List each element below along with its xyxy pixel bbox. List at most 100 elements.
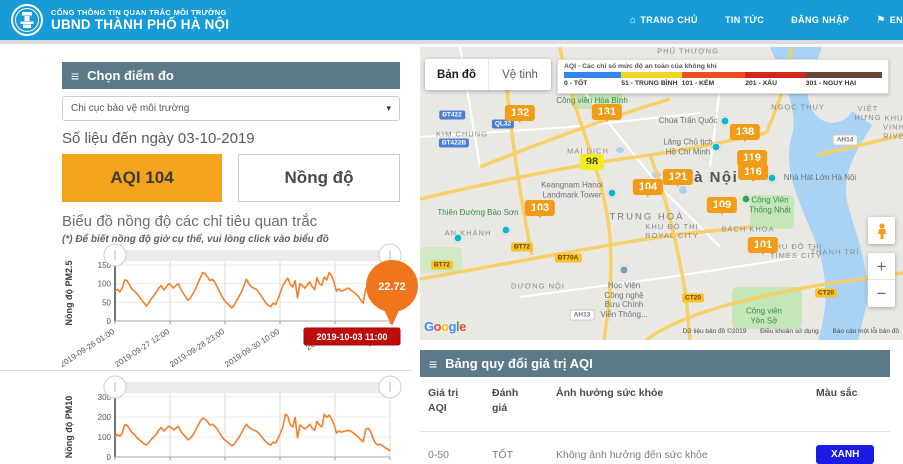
poi-pin-icon[interactable]: [711, 142, 721, 152]
map-label: KHU VINH RIVE: [883, 113, 903, 141]
range-slider-track[interactable]: [115, 250, 390, 261]
aqi-marker-109[interactable]: 109: [706, 197, 738, 213]
concentration-button[interactable]: Nồng độ: [238, 154, 400, 202]
svg-text:200: 200: [98, 413, 112, 422]
chart2-series-line[interactable]: [114, 413, 391, 452]
zoom-out-button[interactable]: −: [876, 284, 887, 303]
road-badge: ĐT70A: [554, 253, 582, 263]
map-label: Thiên Đường Bảo Sơn: [437, 208, 519, 218]
pm10-chart[interactable]: 0 100 200 300 Nồng độ PM10: [62, 372, 422, 464]
aqi-marker-103[interactable]: 103: [524, 200, 556, 216]
map-button[interactable]: Bản đồ: [437, 68, 476, 81]
table-cell-range: 0-50: [420, 431, 484, 464]
nav-item-tin-tuc[interactable]: TIN TỨC: [725, 15, 764, 25]
map-label: KHU ĐÔ THỊ TIMES CITY: [769, 242, 823, 260]
legend-labels: 0 - TỐT 51 - TRUNG BÌNH 101 - KÉM 201 - XẤU…: [564, 80, 882, 89]
road-badge: ĐT422: [439, 110, 465, 120]
map-label: Công viên Yên Sở: [745, 306, 783, 325]
nav-item-en[interactable]: ⚑ EN: [876, 15, 903, 26]
value-balloon[interactable]: [366, 260, 418, 312]
table-cell-rating: TỐT: [484, 431, 548, 464]
station-select[interactable]: Chi cục bảo vệ môi trường ▾: [62, 96, 400, 121]
range-slider-track[interactable]: [115, 382, 390, 393]
chart1-series-line[interactable]: [114, 271, 391, 314]
road-badge: ĐT72: [511, 242, 533, 252]
map-label: TRUNG HOÀ: [609, 211, 685, 223]
aqi-marker-119[interactable]: 119: [737, 150, 767, 166]
map-label: Công viên Hòa Bình: [556, 96, 628, 106]
google-logo-letter: g: [448, 319, 457, 334]
legend-label: 201 - XẤU: [745, 80, 777, 87]
menu-icon: ≡: [429, 355, 438, 372]
poi-pin-icon[interactable]: [619, 265, 629, 275]
road-badge: CT20: [815, 288, 837, 298]
report-error-link[interactable]: Báo cáo một lỗi bản đồ: [832, 328, 900, 335]
nav-label: TRANG CHỦ: [640, 15, 698, 25]
legend-segment: [681, 72, 746, 78]
main-nav: ⌂ TRANG CHỦ TIN TỨC ĐĂNG NHẬP ⚑ EN: [603, 15, 903, 26]
selected-time-tooltip: [303, 327, 401, 346]
svg-text:300: 300: [98, 393, 112, 402]
poi-pin-icon[interactable]: [767, 173, 777, 183]
aqi-marker-121[interactable]: 121: [662, 169, 694, 185]
aqi-button[interactable]: AQI 104: [62, 154, 222, 202]
nav-item-dang-nhap[interactable]: ĐĂNG NHẬP: [791, 15, 849, 25]
google-logo[interactable]: Google: [424, 319, 466, 334]
google-logo-letter: e: [459, 319, 466, 334]
logo[interactable]: CỔNG THÔNG TIN QUAN TRẮC MÔI TRƯỜNG UBND…: [10, 3, 229, 37]
nav-item-trang-chu[interactable]: ⌂ TRANG CHỦ: [630, 15, 698, 26]
portal-title: CỔNG THÔNG TIN QUAN TRẮC MÔI TRƯỜNG: [51, 8, 227, 17]
table-column-header: Đánh giá: [492, 387, 519, 414]
poi-pin-icon[interactable]: [741, 194, 751, 204]
map-label: Chùa Trấn Quốc: [658, 116, 718, 126]
home-icon: ⌂: [629, 14, 637, 26]
poi-pin-icon[interactable]: [720, 116, 730, 126]
org-title: UBND THÀNH PHỐ HÀ NỘI: [51, 17, 230, 32]
map-label: Keangnam Hanoi Landmark Tower: [541, 180, 603, 199]
aqi-table-header: ≡ Bảng quy đổi giá trị AQI: [420, 350, 890, 377]
table-column-header: Ảnh hưởng sức khỏe: [556, 387, 664, 399]
map-label: Học Viện Công nghệ Bưu Chính Viễn Thông.…: [600, 280, 648, 319]
aqi-marker-116[interactable]: 116: [738, 164, 768, 180]
table-cell-effect: Không ảnh hưởng đến sức khỏe: [548, 431, 808, 464]
aqi-marker-104[interactable]: 104: [632, 179, 664, 195]
aqi-marker-131[interactable]: 131: [591, 104, 623, 120]
color-badge[interactable]: XANH: [816, 445, 875, 464]
road-badge: AH14: [832, 134, 858, 146]
legend-label: 0 - TỐT: [564, 80, 588, 87]
map[interactable]: PHÚ THƯỢNG KIM CHUNG MAI DỊCH NGỌC THỤY VIỆT…: [420, 47, 903, 340]
chart-section-title: Biểu đồ nồng độ các chỉ tiêu quan trắc: [62, 213, 318, 230]
map-label: THANH TRÌ: [810, 247, 860, 257]
station-panel-title: Chọn điểm đo: [87, 68, 174, 83]
aqi-marker-101[interactable]: 101: [747, 237, 779, 253]
poi-pin-icon[interactable]: [607, 188, 617, 198]
legend-segment: [745, 72, 806, 78]
table-column-header: Giá trị AQI: [428, 387, 459, 414]
svg-text:2019-09-27 12:00: 2019-09-27 12:00: [113, 327, 171, 369]
menu-icon: ≡: [71, 67, 80, 84]
poi-pin-icon[interactable]: [501, 225, 511, 235]
aqi-marker-138[interactable]: 138: [729, 124, 761, 140]
map-label: BÁCH KHOA: [721, 224, 775, 234]
road-badge: ĐT72: [431, 260, 453, 270]
zoom-in-button[interactable]: +: [868, 253, 895, 280]
aqi-table-title: Bảng quy đổi giá trị AQI: [445, 356, 593, 371]
map-label: AN KHÁNH: [444, 228, 492, 238]
nav-label: TIN TỨC: [724, 15, 765, 25]
svg-text:Nồng độ PM2.5: Nồng độ PM2.5: [64, 261, 74, 326]
svg-text:2019-10-03 11:00: 2019-10-03 11:00: [316, 332, 387, 342]
hanoi-emblem-icon: [11, 4, 43, 36]
legend-label: 51 - TRUNG BÌNH: [621, 80, 678, 87]
poi-pin-icon[interactable]: [453, 233, 463, 243]
satellite-button[interactable]: Vệ tinh: [488, 59, 551, 90]
svg-text:Nồng độ PM10: Nồng độ PM10: [64, 396, 74, 459]
legend-color-bar: [564, 72, 882, 78]
aqi-marker-98[interactable]: 98: [579, 154, 605, 170]
aqi-table-section: ≡ Bảng quy đổi giá trị AQI Giá trị AQI Đá…: [420, 350, 890, 464]
terms-link[interactable]: Điều khoản sử dụng: [760, 328, 819, 335]
road-badge: ĐT422B: [438, 138, 470, 148]
aqi-marker-132[interactable]: 132: [504, 105, 536, 121]
pegman-control[interactable]: [868, 217, 895, 244]
